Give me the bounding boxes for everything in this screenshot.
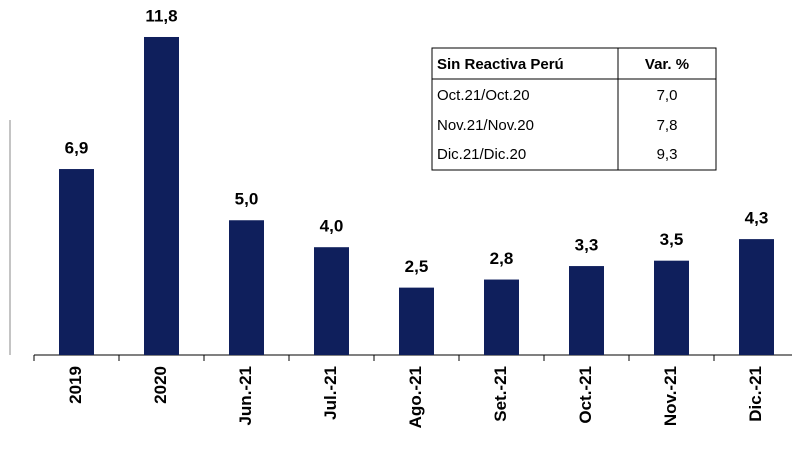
x-tick-label: Set.-21: [491, 366, 510, 422]
x-tick-label: Oct.-21: [576, 366, 595, 424]
table-border: [431, 47, 717, 171]
bar: [654, 260, 689, 355]
table-cell: 9,3: [657, 146, 678, 163]
table-cell: Oct.21/Oct.20: [437, 87, 530, 104]
x-tick-label: Jun.-21: [236, 366, 255, 426]
value-label: 11,8: [145, 6, 177, 25]
bar: [59, 169, 94, 355]
value-label: 3,5: [660, 230, 684, 249]
table-cell: 7,0: [657, 87, 678, 104]
x-tick-label: Ago.-21: [406, 366, 425, 428]
x-tick-label: 2020: [151, 366, 170, 404]
value-label: 6,9: [65, 139, 89, 158]
bar: [569, 266, 604, 355]
x-tick-label: 2019: [66, 366, 85, 404]
value-label: 3,3: [575, 236, 599, 255]
value-label: 2,8: [490, 249, 514, 268]
value-label: 5,0: [235, 190, 259, 209]
bar: [229, 220, 264, 355]
table-cell: Dic.21/Dic.20: [437, 146, 526, 163]
x-tick-label: Nov.-21: [661, 366, 680, 426]
x-tick-label: Jul.-21: [321, 366, 340, 420]
bar: [144, 36, 179, 356]
bar: [739, 239, 774, 355]
bar: [314, 247, 349, 355]
bar: [399, 287, 434, 355]
value-label: 2,5: [405, 257, 429, 276]
table-cell: 7,8: [657, 117, 678, 134]
value-label: 4,3: [745, 209, 769, 228]
x-tick-label: Dic.-21: [746, 366, 765, 422]
table-header: Sin Reactiva Perú: [437, 56, 564, 73]
bar: [484, 279, 519, 355]
inset-table: Sin Reactiva Perú Var. % Oct.21/Oct.20 7…: [431, 47, 717, 171]
table-header: Var. %: [645, 56, 689, 73]
table-cell: Nov.21/Nov.20: [437, 117, 534, 134]
value-label: 4,0: [320, 217, 344, 236]
